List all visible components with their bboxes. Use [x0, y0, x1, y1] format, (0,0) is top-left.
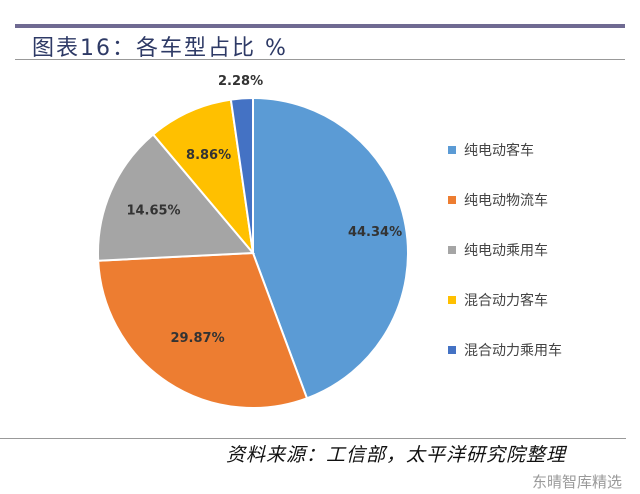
legend: 纯电动客车纯电动物流车 纯电动乘用车 混合动力客车 混合动力乘用车 — [448, 125, 562, 375]
source-rule — [0, 438, 626, 439]
watermark: 东晴智库精选 — [531, 473, 622, 491]
source-note: 资料来源：工信部，太平洋研究院整理 — [226, 444, 567, 466]
pie-slice — [97, 133, 256, 262]
pie-slice — [229, 96, 254, 254]
legend-label: 纯电动客车 — [464, 143, 534, 159]
data-label: 8.86% — [186, 148, 231, 163]
legend-label: 混合动力客车 — [464, 293, 548, 309]
legend-label: 纯电动乘用车 — [464, 243, 548, 259]
data-label: 14.65% — [126, 204, 180, 219]
pie-slice — [252, 96, 409, 400]
legend-item: 纯电动客车 — [448, 125, 562, 175]
legend-swatch — [448, 296, 456, 304]
legend-swatch — [448, 146, 456, 154]
legend-item: 纯电动物流车 — [448, 175, 562, 225]
data-label: 29.87% — [170, 331, 224, 346]
legend-swatch — [448, 346, 456, 354]
data-label: 2.28% — [218, 74, 263, 89]
legend-item: 混合动力客车 — [448, 275, 562, 325]
legend-swatch — [448, 246, 456, 254]
pie-slice — [151, 98, 255, 257]
legend-swatch — [448, 196, 456, 204]
pie-slice — [97, 251, 309, 409]
legend-item: 混合动力乘用车 — [448, 325, 562, 375]
legend-label: 混合动力乘用车 — [464, 343, 562, 359]
legend-label: 纯电动物流车 — [464, 193, 548, 209]
title-rule — [15, 59, 625, 60]
top-rule — [15, 24, 625, 28]
data-label: 44.34% — [348, 225, 402, 240]
chart-title: 图表16：各车型占比 % — [32, 36, 288, 61]
legend-item: 纯电动乘用车 — [448, 225, 562, 275]
